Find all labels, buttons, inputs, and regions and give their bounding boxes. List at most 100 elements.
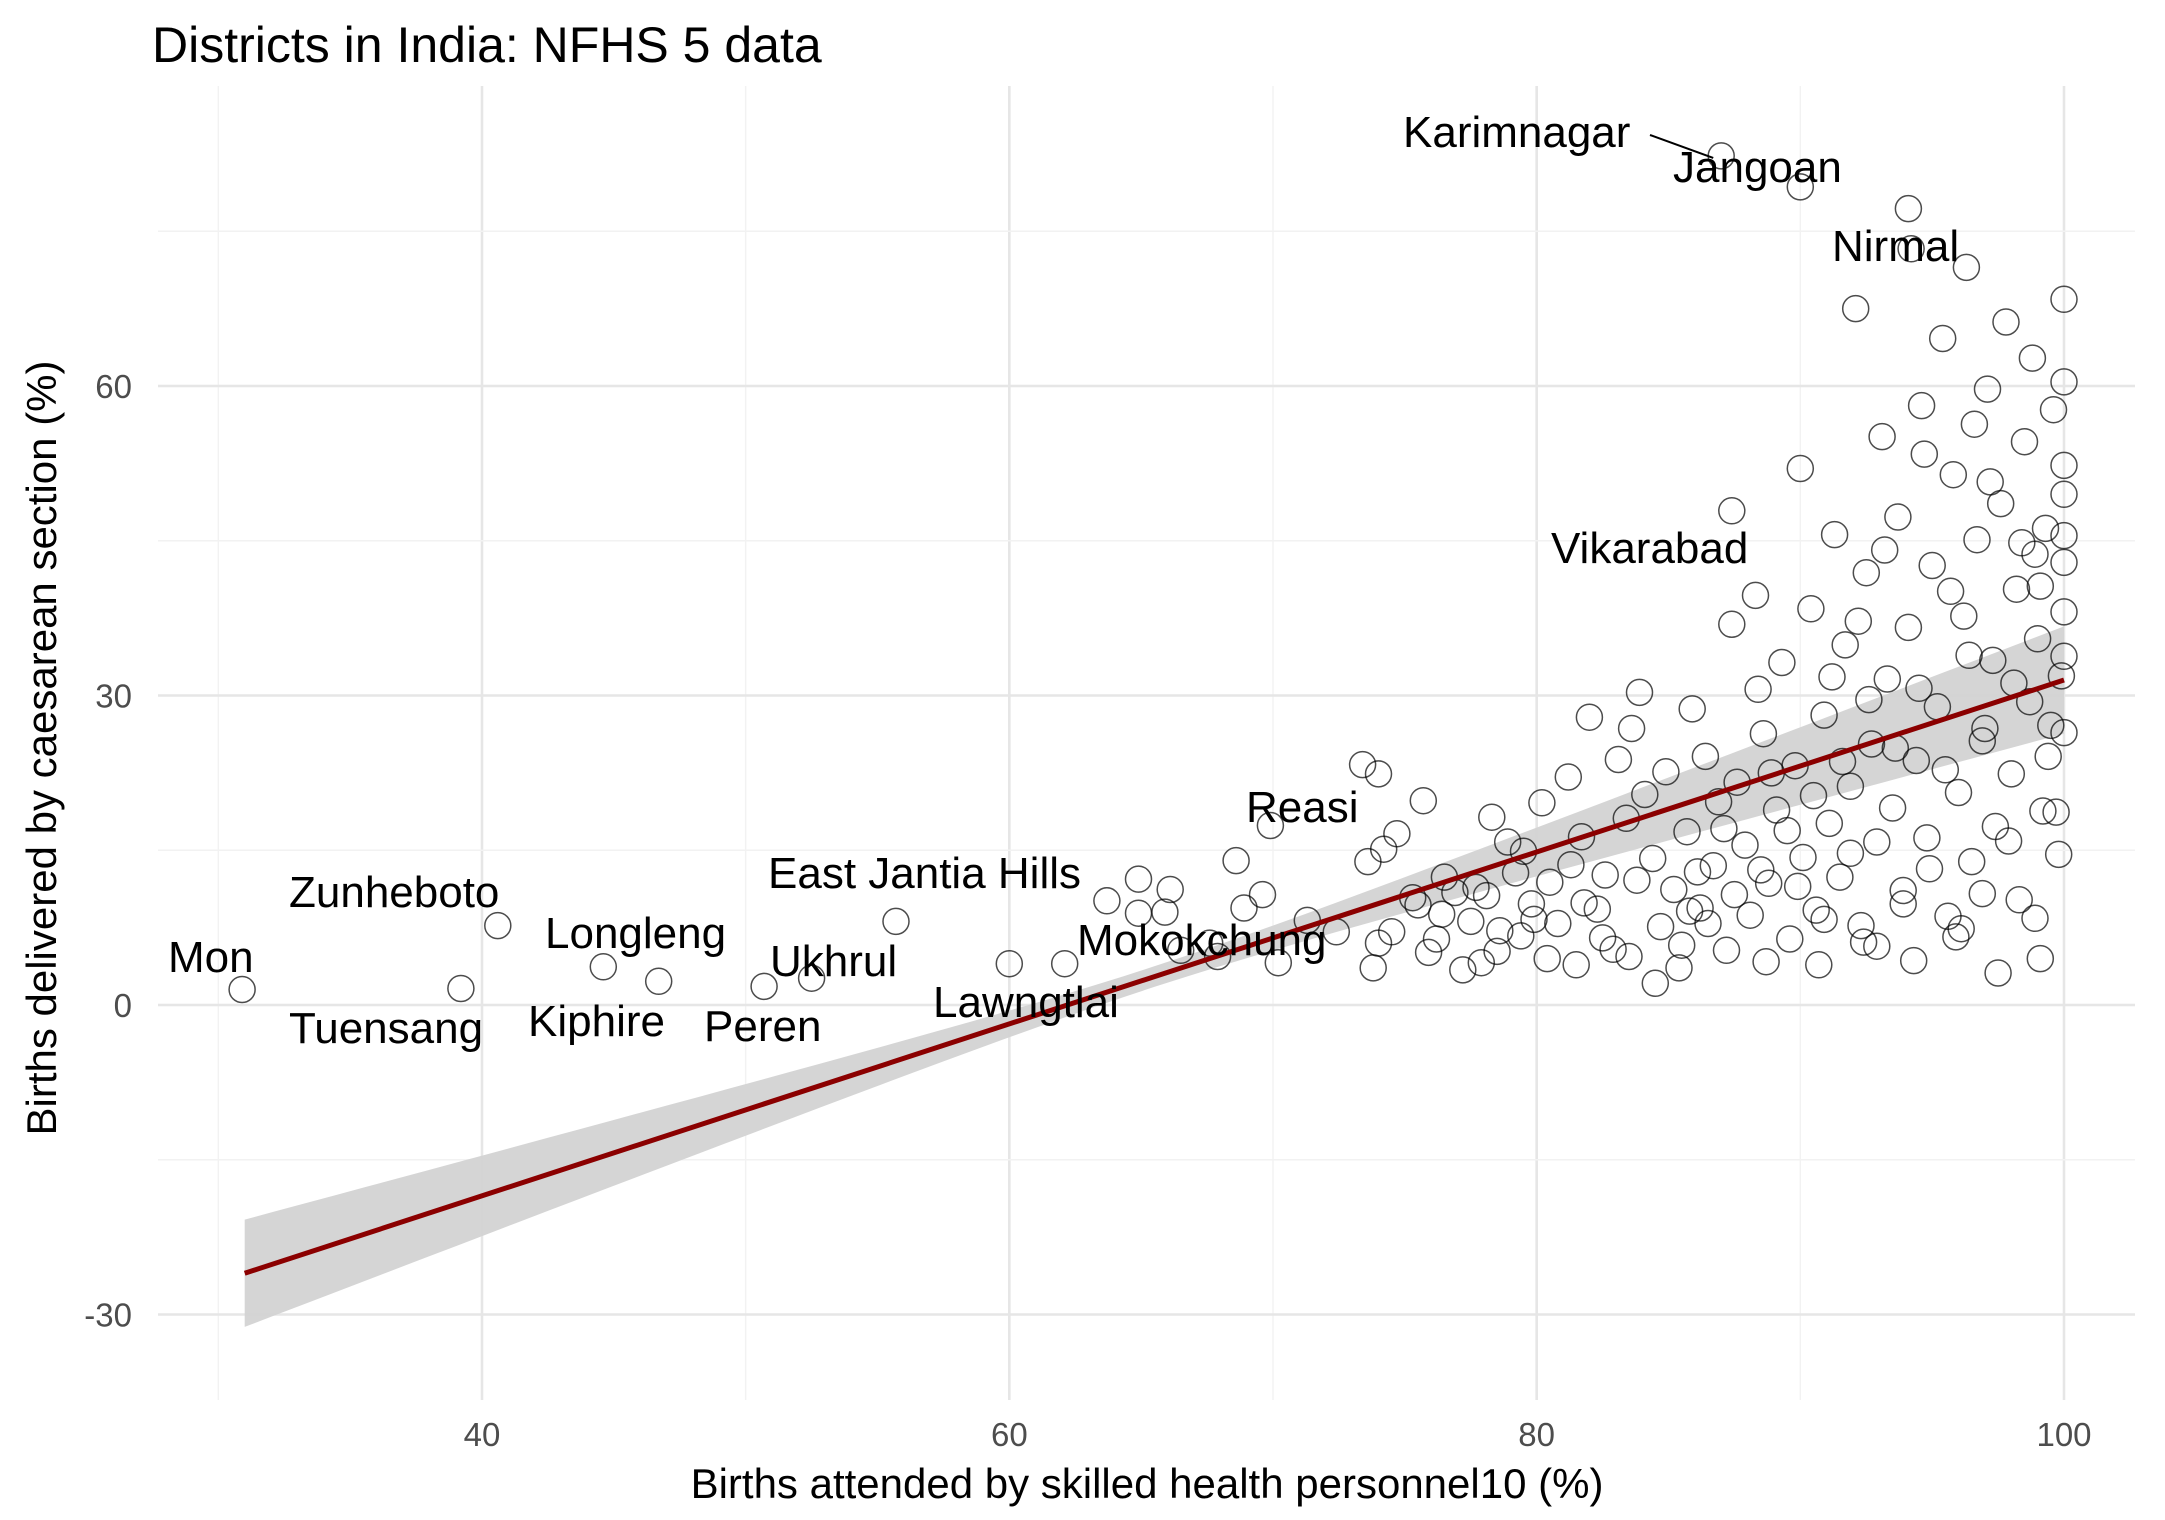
data-point bbox=[1478, 803, 1506, 831]
data-point bbox=[2021, 904, 2049, 933]
data-point bbox=[1776, 925, 1804, 953]
data-point bbox=[1348, 750, 1377, 779]
data-point bbox=[1863, 932, 1891, 960]
point-label: Peren bbox=[704, 1002, 821, 1051]
data-point bbox=[2050, 285, 2078, 314]
point-labels: Mon Zunheboto Tuensang Longleng Kiphire East … bbox=[168, 108, 1959, 1053]
data-point bbox=[1844, 607, 1873, 635]
data-point bbox=[484, 911, 512, 940]
point-label: Vikarabad bbox=[1551, 524, 1748, 573]
data-point bbox=[1802, 896, 1830, 924]
data-point bbox=[228, 975, 256, 1004]
data-point bbox=[1625, 678, 1654, 707]
data-point bbox=[1583, 895, 1612, 923]
data-point bbox=[2050, 548, 2078, 577]
data-point bbox=[1889, 876, 1917, 905]
data-point bbox=[1615, 942, 1643, 971]
data-point bbox=[2047, 662, 2076, 690]
data-point bbox=[1667, 931, 1696, 959]
data-point bbox=[2018, 344, 2047, 372]
data-point bbox=[1849, 928, 1878, 956]
data-point bbox=[1852, 558, 1881, 587]
data-point bbox=[1976, 468, 2004, 496]
data-point bbox=[1857, 730, 1886, 758]
grid bbox=[158, 86, 2135, 1400]
data-point bbox=[1256, 811, 1285, 840]
data-point bbox=[1997, 760, 2026, 788]
data-point bbox=[1151, 898, 1179, 926]
data-point bbox=[2002, 575, 2031, 603]
data-point bbox=[1264, 948, 1293, 977]
data-point bbox=[1533, 944, 1561, 973]
data-point bbox=[1567, 823, 1596, 851]
data-point bbox=[1928, 324, 1957, 353]
data-point bbox=[1878, 794, 1907, 822]
data-point bbox=[1789, 843, 1817, 872]
data-point bbox=[1383, 819, 1411, 848]
data-point bbox=[1354, 847, 1382, 876]
x-tick-label: 60 bbox=[991, 1416, 1028, 1453]
data-point bbox=[882, 907, 910, 936]
data-point bbox=[1604, 745, 1633, 774]
data-point bbox=[1950, 602, 1978, 630]
data-point bbox=[2023, 625, 2052, 653]
data-point bbox=[2050, 718, 2078, 747]
data-point bbox=[1570, 889, 1598, 917]
data-point bbox=[1093, 887, 1121, 915]
data-point bbox=[1427, 900, 1456, 928]
data-point bbox=[1364, 760, 1393, 788]
data-point bbox=[1744, 675, 1772, 704]
x-tick-label: 80 bbox=[1518, 1416, 1555, 1453]
data-point bbox=[2050, 480, 2078, 509]
point-label: Mokokchung bbox=[1077, 916, 1326, 965]
data-point bbox=[1638, 844, 1667, 873]
data-point bbox=[1749, 719, 1778, 748]
data-point bbox=[644, 967, 673, 996]
data-point bbox=[1968, 879, 1997, 908]
data-point bbox=[1124, 865, 1153, 893]
data-point bbox=[1957, 847, 1986, 876]
data-point bbox=[1731, 831, 1759, 859]
data-point bbox=[1686, 894, 1714, 922]
data-point bbox=[1947, 914, 1975, 943]
data-point bbox=[1931, 756, 1960, 784]
data-point bbox=[1694, 909, 1722, 938]
point-label: Longleng bbox=[545, 909, 726, 958]
data-point bbox=[1641, 969, 1670, 998]
data-point bbox=[1805, 951, 1833, 979]
data-point bbox=[1786, 454, 1815, 483]
data-point bbox=[1691, 742, 1720, 771]
data-point bbox=[1868, 422, 1896, 451]
data-point bbox=[1939, 460, 1968, 489]
data-point bbox=[1907, 391, 1936, 420]
data-point bbox=[1992, 308, 2020, 336]
data-point bbox=[2026, 944, 2055, 973]
data-point bbox=[1203, 942, 1232, 971]
data-point bbox=[1652, 758, 1680, 786]
data-point bbox=[1899, 946, 1928, 975]
data-point bbox=[1720, 880, 1749, 909]
data-point bbox=[1786, 173, 1815, 201]
data-point bbox=[1981, 812, 2010, 841]
data-point bbox=[1936, 577, 1965, 606]
data-point bbox=[1818, 663, 1846, 691]
data-point bbox=[2031, 514, 2060, 543]
data-point bbox=[1952, 253, 1981, 282]
data-point bbox=[1528, 789, 1556, 817]
data-point bbox=[1968, 727, 1997, 755]
data-point bbox=[1870, 536, 1899, 564]
data-point bbox=[1752, 947, 1780, 976]
data-point bbox=[1773, 816, 1801, 845]
data-point bbox=[750, 972, 778, 1001]
data-point bbox=[1678, 695, 1706, 723]
data-point bbox=[1910, 440, 1939, 468]
data-point bbox=[1973, 375, 2002, 403]
data-point bbox=[1562, 951, 1590, 979]
trend-line bbox=[243, 677, 2065, 1276]
data-point bbox=[1704, 788, 1733, 816]
data-point bbox=[1631, 780, 1659, 809]
y-tick-label: 60 bbox=[95, 368, 132, 405]
data-point bbox=[1810, 701, 1838, 729]
data-point bbox=[1841, 294, 1870, 323]
data-point bbox=[1409, 786, 1438, 815]
